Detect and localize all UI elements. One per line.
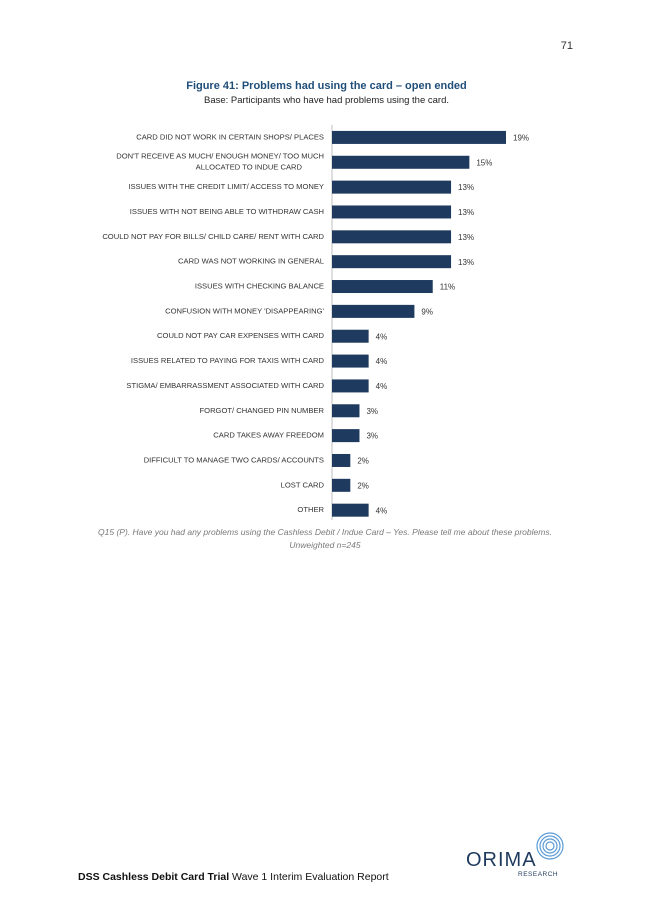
logo-sub: RESEARCH — [518, 871, 558, 878]
category-label: COULD NOT PAY CAR EXPENSES WITH CARD — [157, 331, 324, 340]
value-label: 13% — [458, 183, 474, 192]
question-note: Q15 (P). Have you had any problems using… — [98, 527, 552, 537]
value-label: 13% — [458, 258, 474, 267]
value-label: 13% — [458, 233, 474, 242]
category-label: ISSUES WITH NOT BEING ABLE TO WITHDRAW C… — [130, 207, 324, 216]
bar — [332, 379, 369, 393]
footer-title: DSS Cashless Debit Card Trial — [78, 871, 230, 883]
category-label: CARD WAS NOT WORKING IN GENERAL — [178, 257, 324, 266]
figure-base: Base: Participants who have had problems… — [203, 95, 450, 106]
value-label: 4% — [376, 382, 388, 391]
footer-subtitle: Wave 1 Interim Evaluation Report — [229, 871, 389, 883]
category-label: CONFUSION WITH MONEY 'DISAPPEARING' — [165, 306, 324, 315]
bar-chart: CARD DID NOT WORK IN CERTAIN SHOPS/ PLAC… — [102, 125, 529, 520]
category-label: LOST CARD — [281, 480, 325, 489]
bar — [332, 230, 452, 244]
value-label: 4% — [376, 332, 388, 341]
bar — [332, 503, 369, 517]
bar — [332, 255, 452, 269]
category-label: STIGMA/ EMBARRASSMENT ASSOCIATED WITH CA… — [126, 381, 324, 390]
bar — [332, 404, 360, 418]
category-label: DIFFICULT TO MANAGE TWO CARDS/ ACCOUNTS — [144, 455, 324, 464]
logo-mark-icon — [536, 832, 564, 860]
value-label: 9% — [421, 307, 433, 316]
bar — [332, 453, 351, 467]
sample-note: Unweighted n=245 — [289, 540, 361, 550]
value-label: 11% — [440, 283, 455, 292]
category-label: OTHER — [297, 505, 324, 514]
bar — [332, 180, 452, 194]
category-label: FORGOT/ CHANGED PIN NUMBER — [200, 406, 325, 415]
category-label: COULD NOT PAY FOR BILLS/ CHILD CARE/ REN… — [102, 232, 324, 241]
logo-name: ORIMA — [466, 849, 537, 871]
value-label: 13% — [458, 208, 474, 217]
category-label: ALLOCATED TO INDUE CARD — [196, 162, 303, 171]
figure-title: Figure 41: Problems had using the card –… — [186, 80, 467, 92]
value-label: 4% — [376, 506, 388, 515]
bar — [332, 205, 452, 219]
category-label: CARD DID NOT WORK IN CERTAIN SHOPS/ PLAC… — [136, 132, 324, 141]
bar — [332, 478, 351, 492]
bar — [332, 130, 506, 144]
value-label: 4% — [376, 357, 388, 366]
category-label: DON'T RECEIVE AS MUCH/ ENOUGH MONEY/ TOO… — [116, 151, 324, 160]
value-label: 15% — [476, 158, 492, 167]
value-label: 3% — [366, 407, 378, 416]
bar — [332, 304, 415, 318]
footer: DSS Cashless Debit Card Trial Wave 1 Int… — [78, 871, 389, 883]
category-label: CARD TAKES AWAY FREEDOM — [213, 431, 324, 440]
value-label: 2% — [357, 457, 369, 466]
page-number: 71 — [560, 40, 573, 52]
category-label: ISSUES RELATED TO PAYING FOR TAXIS WITH … — [131, 356, 325, 365]
bar — [332, 429, 360, 443]
orima-logo: ORIMA RESEARCH — [466, 832, 564, 878]
bar — [332, 280, 433, 294]
value-label: 2% — [357, 481, 369, 490]
bar — [332, 329, 369, 343]
bar — [332, 155, 470, 169]
category-label: ISSUES WITH THE CREDIT LIMIT/ ACCESS TO … — [128, 182, 324, 191]
value-label: 19% — [513, 134, 529, 143]
bar — [332, 354, 369, 368]
value-label: 3% — [366, 432, 378, 441]
category-label: ISSUES WITH CHECKING BALANCE — [195, 282, 324, 291]
